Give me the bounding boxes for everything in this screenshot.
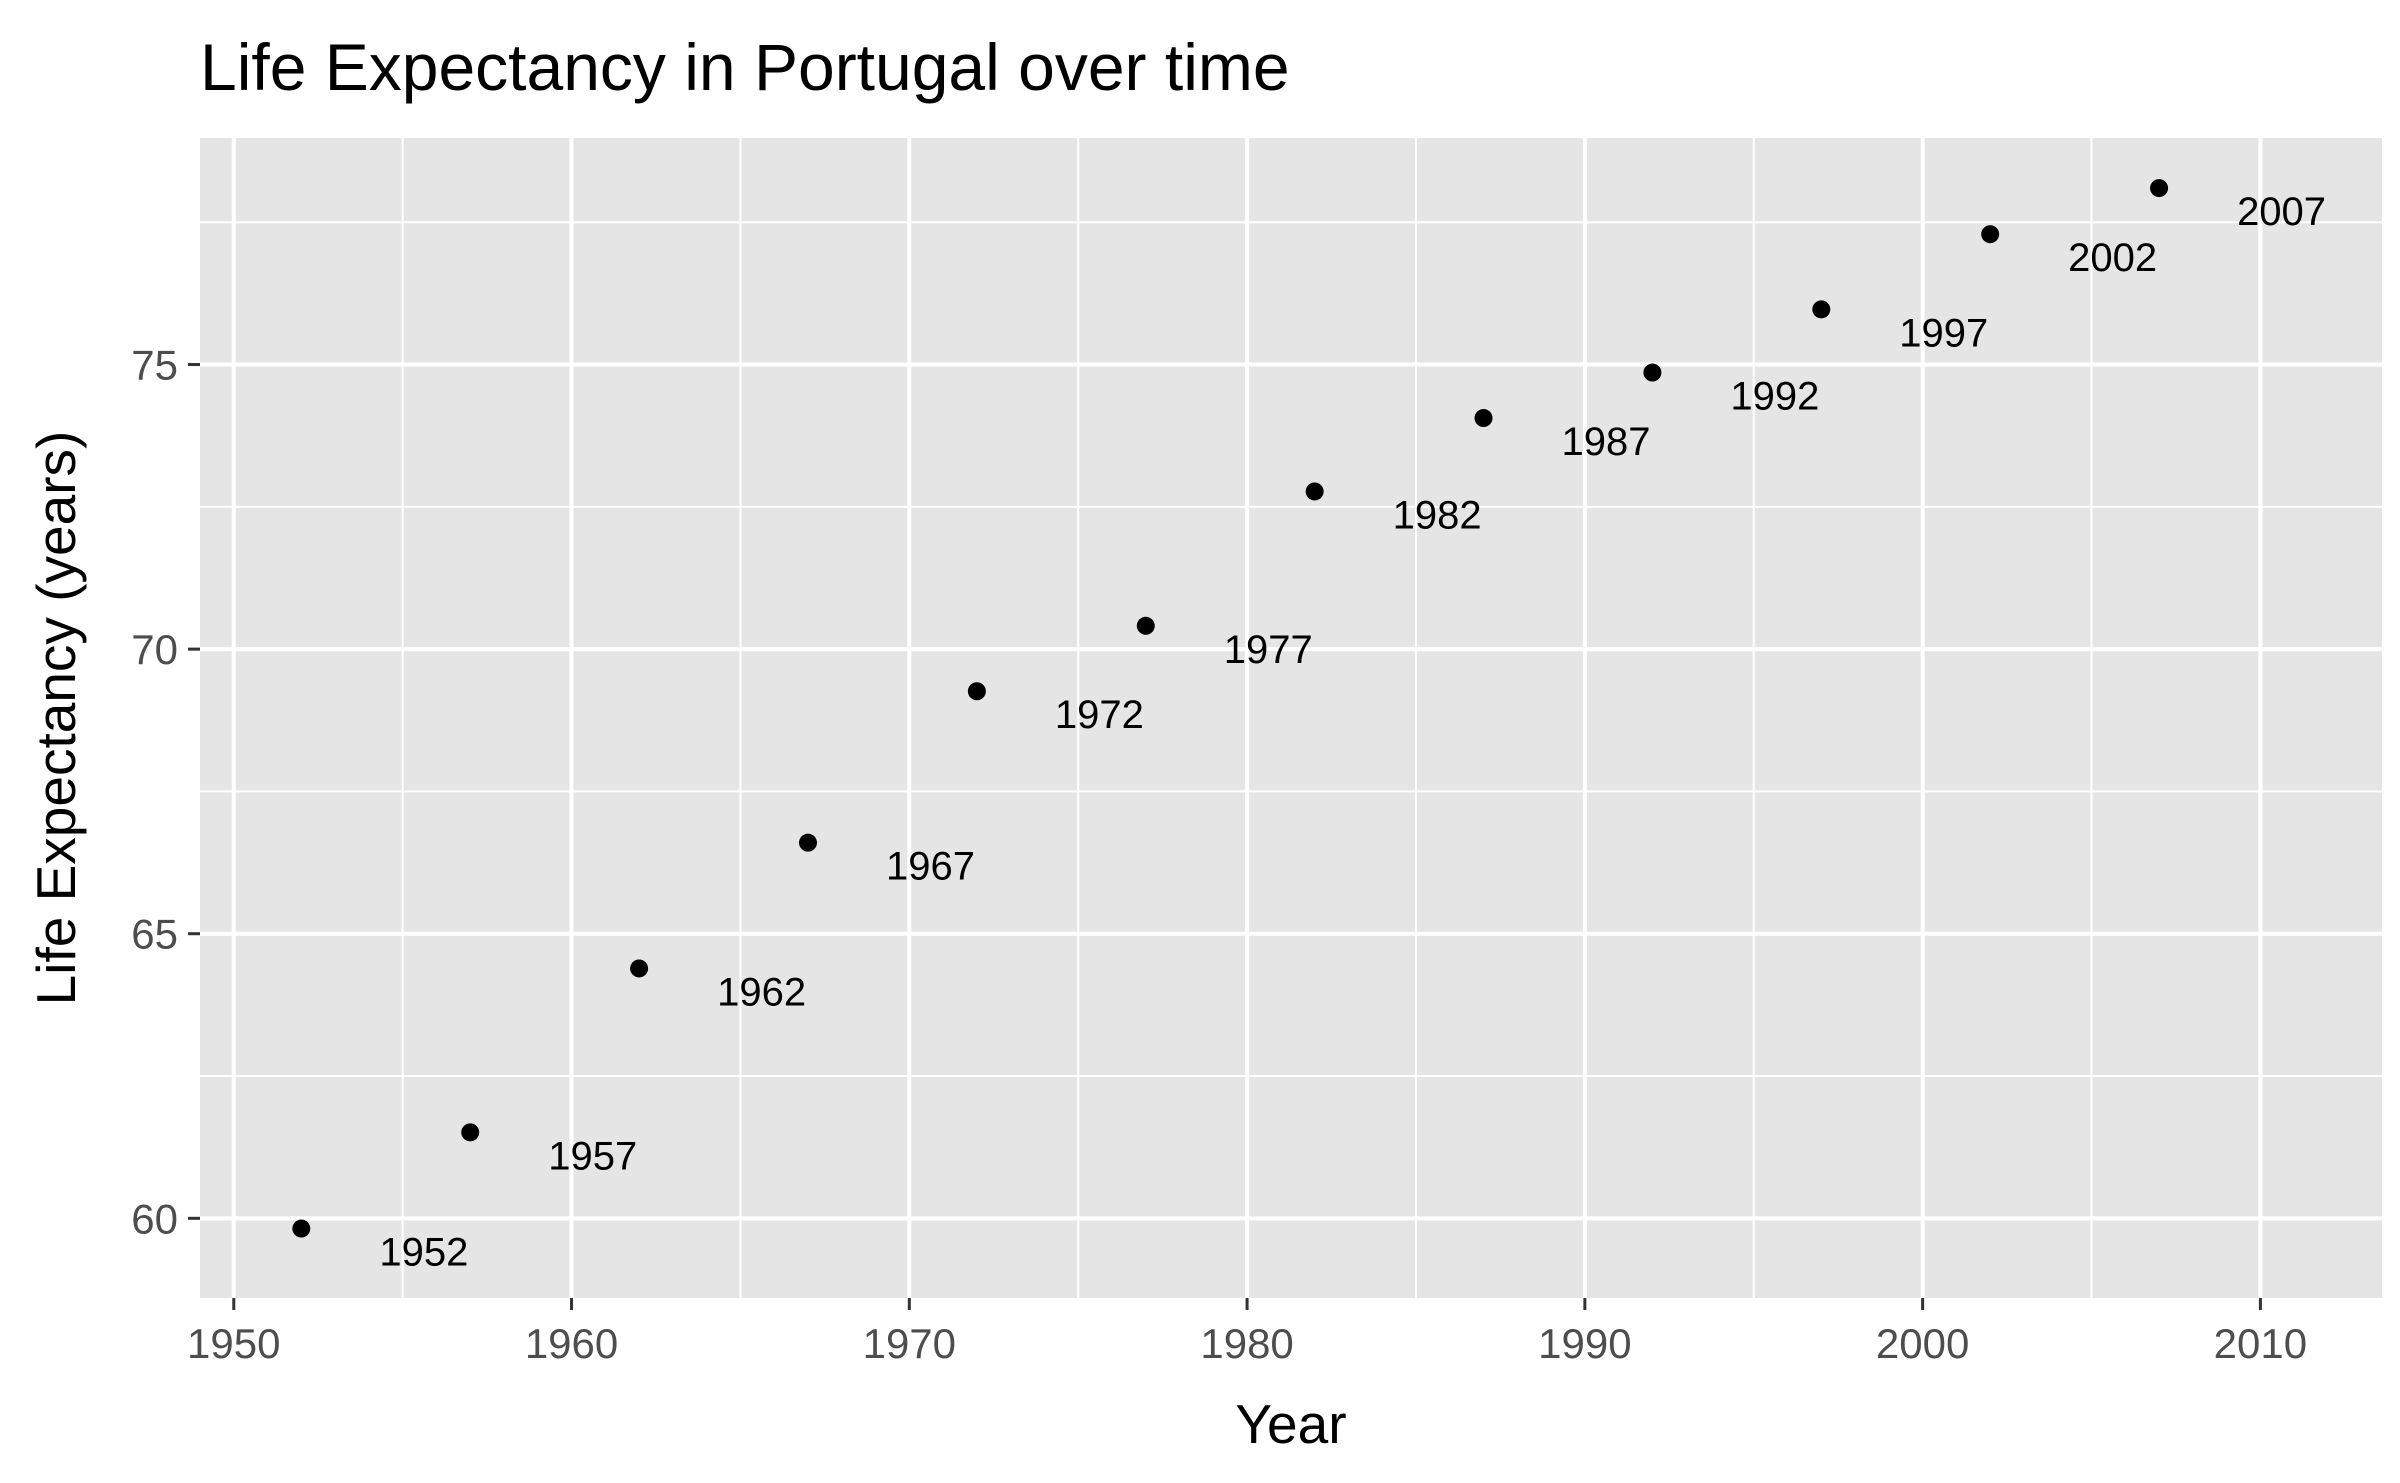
- data-point-label: 1997: [1899, 311, 1988, 355]
- data-point-labels: 1952 1957 1962 1967 1972 1977 1982 1987 1992 1997…: [379, 190, 2326, 1274]
- data-point-label: 2002: [2068, 236, 2157, 280]
- y-tick-label: 60: [131, 1195, 178, 1242]
- data-point-label: 1982: [1393, 493, 1482, 537]
- minor-gridlines: [200, 138, 2382, 1298]
- data-point: [967, 682, 986, 701]
- y-tick-label: 75: [131, 342, 178, 389]
- data-point: [1812, 300, 1831, 319]
- data-point: [292, 1219, 311, 1238]
- y-axis: 60 65 70 75: [131, 342, 200, 1242]
- x-tick-label: 2010: [2214, 1320, 2307, 1367]
- x-tick-label: 1990: [1538, 1320, 1631, 1367]
- data-point-label: 2007: [2237, 190, 2326, 234]
- data-point: [1305, 482, 1324, 501]
- data-point-label: 1957: [548, 1134, 637, 1178]
- data-point: [461, 1123, 480, 1142]
- data-point-label: 1987: [1562, 420, 1651, 464]
- data-point: [1643, 363, 1662, 382]
- x-tick-label: 1950: [187, 1320, 280, 1367]
- y-tick-label: 70: [131, 626, 178, 673]
- y-tick-label: 65: [131, 911, 178, 958]
- data-point-label: 1977: [1224, 628, 1313, 672]
- data-point-label: 1962: [717, 970, 806, 1014]
- data-point-label: 1972: [1055, 693, 1144, 737]
- data-point-label: 1952: [379, 1231, 468, 1275]
- data-point-label: 1992: [1730, 375, 1819, 419]
- x-tick-label: 1980: [1200, 1320, 1293, 1367]
- data-point: [630, 959, 649, 978]
- data-point-label: 1967: [886, 845, 975, 889]
- major-gridlines: [200, 138, 2382, 1298]
- data-points: [292, 179, 2169, 1238]
- chart-title: Life Expectancy in Portugal over time: [200, 30, 1290, 104]
- data-point: [1981, 225, 2000, 244]
- y-axis-title: Life Expectancy (years): [25, 431, 87, 1006]
- data-point: [1474, 409, 1493, 428]
- data-point: [2150, 179, 2169, 198]
- x-tick-label: 1960: [525, 1320, 618, 1367]
- data-point: [798, 833, 817, 852]
- x-tick-label: 1970: [863, 1320, 956, 1367]
- x-axis: 1950 1960 1970 1980 1990 2000 2010: [187, 1298, 2307, 1367]
- x-axis-title: Year: [1235, 1393, 1346, 1455]
- x-tick-label: 2000: [1876, 1320, 1969, 1367]
- plot-panel: [200, 138, 2382, 1298]
- data-point: [1136, 616, 1155, 635]
